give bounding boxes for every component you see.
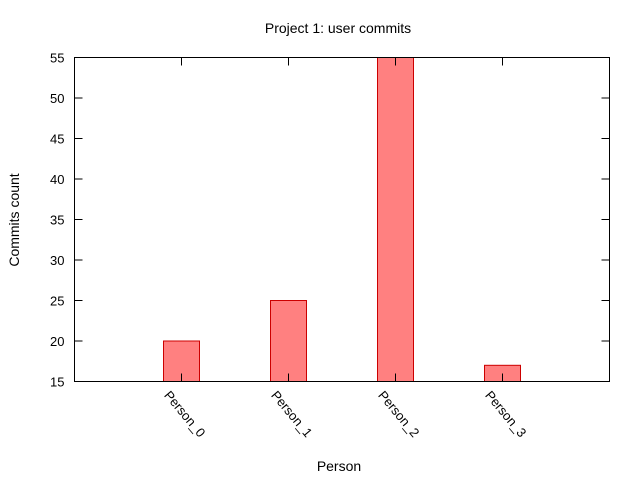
x-tick-label: Person_1 xyxy=(268,388,315,440)
bars-group xyxy=(163,57,521,382)
y-axis-label: Commits count xyxy=(6,173,22,266)
bar-person-1 xyxy=(270,300,307,382)
y-tick-label: 20 xyxy=(50,334,64,349)
x-ticks-group: Person_0 Person_1 Person_2 Person_3 xyxy=(161,57,529,440)
chart-title: Project 1: user commits xyxy=(265,20,411,36)
y-tick-label: 30 xyxy=(50,253,64,268)
y-ticks-group: 15 20 25 30 35 40 45 50 55 xyxy=(50,51,610,390)
y-tick-label: 15 xyxy=(50,375,64,390)
y-tick-label: 45 xyxy=(50,132,64,147)
y-tick-label: 35 xyxy=(50,213,64,228)
x-tick-label: Person_0 xyxy=(161,388,208,440)
y-tick-label: 40 xyxy=(50,172,64,187)
x-axis-label: Person xyxy=(317,458,361,474)
y-tick-label: 55 xyxy=(50,51,64,66)
x-tick-label: Person_2 xyxy=(375,388,422,440)
bar-person-2 xyxy=(377,57,414,382)
plot-frame xyxy=(74,57,610,382)
y-tick-label: 25 xyxy=(50,294,64,309)
y-tick-label: 50 xyxy=(50,91,64,106)
x-tick-label: Person_3 xyxy=(482,388,529,440)
